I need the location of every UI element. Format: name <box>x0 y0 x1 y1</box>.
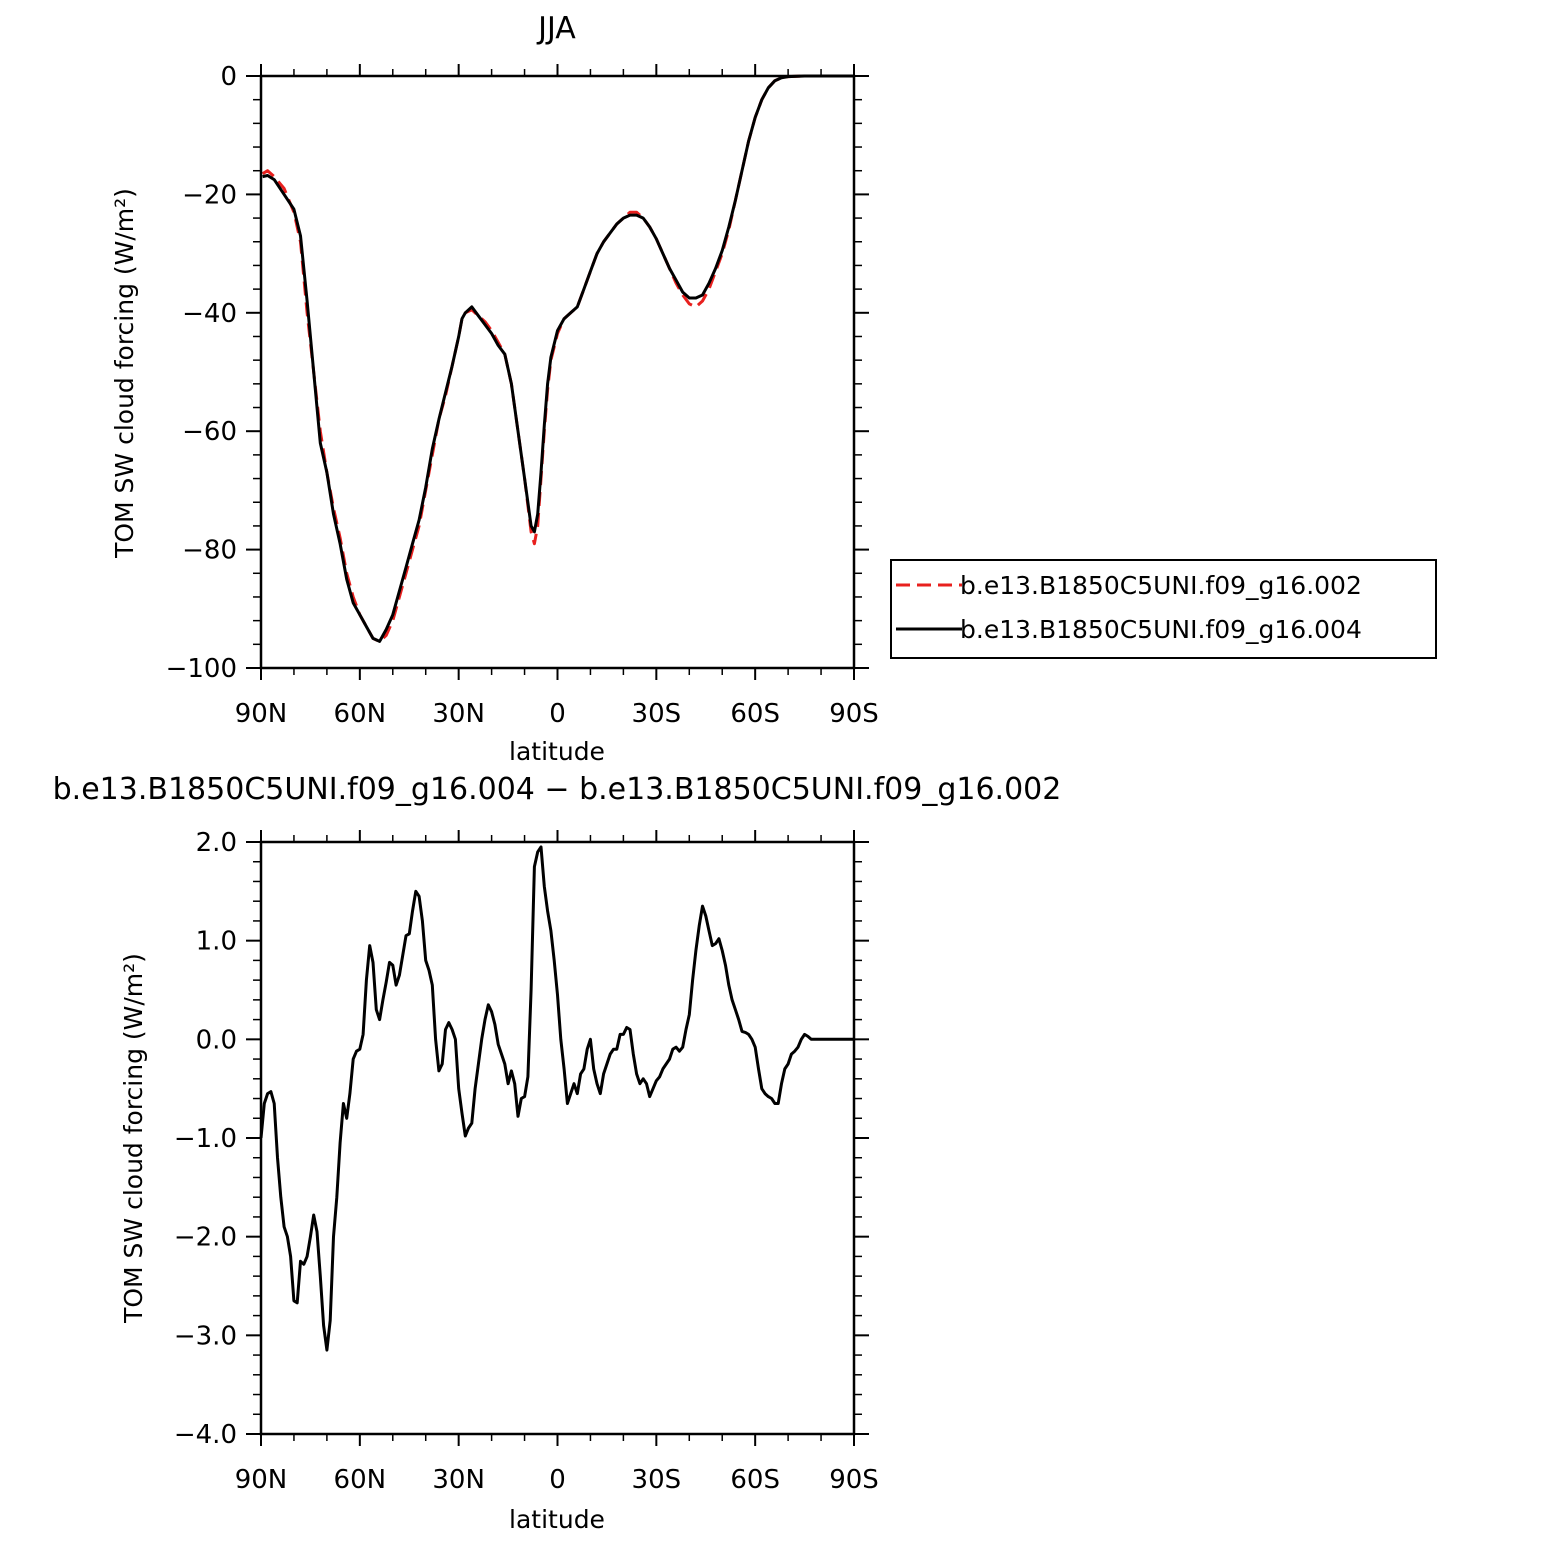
top-chart-lines <box>261 74 854 643</box>
legend-label-002: b.e13.B1850C5UNI.f09_g16.002 <box>960 571 1362 600</box>
y-tick-label: −3.0 <box>174 1321 237 1351</box>
x-tick-label: 90N <box>235 699 288 729</box>
top-chart-x-axis-label: latitude <box>509 737 605 766</box>
x-tick-label: 60S <box>730 1465 780 1495</box>
x-tick-label: 30S <box>632 1465 682 1495</box>
top-chart-y-axis-label: TOM SW cloud forcing (W/m²) <box>110 188 139 559</box>
x-tick-label: 60S <box>730 699 780 729</box>
legend-box <box>890 559 1437 659</box>
y-tick-label: −20 <box>182 180 237 210</box>
y-tick-label: −100 <box>166 654 237 684</box>
top-chart-title: JJA <box>536 11 576 46</box>
x-tick-label: 0 <box>549 699 566 729</box>
y-tick-label: 0.0 <box>196 1025 237 1055</box>
bottom-chart-x-axis-label: latitude <box>509 1505 605 1534</box>
bottom-chart-title: b.e13.B1850C5UNI.f09_g16.004 − b.e13.B18… <box>53 772 1062 807</box>
y-tick-label: −1.0 <box>174 1124 237 1154</box>
x-tick-label: 30N <box>432 1465 485 1495</box>
series-line-0 <box>261 74 854 643</box>
y-tick-label: 1.0 <box>196 927 237 957</box>
top-chart-ticks: 90N 60N 30N 0 30S 60S 90S 0 −20 −40 −60 −80 −100 <box>166 62 879 729</box>
y-tick-label: −40 <box>182 299 237 329</box>
bottom-chart-y-axis-label: TOM SW cloud forcing (W/m²) <box>119 953 148 1324</box>
x-tick-label: 60N <box>334 1465 387 1495</box>
top-chart: JJA TOM SW cloud forcing (W/m²) latitude… <box>110 11 1437 766</box>
bottom-chart-frame <box>259 840 856 1436</box>
bottom-chart-lines <box>259 845 854 1352</box>
series-line-0 <box>259 845 854 1352</box>
y-tick-label: −4.0 <box>174 1420 237 1450</box>
bottom-chart: b.e13.B1850C5UNI.f09_g16.004 − b.e13.B18… <box>53 772 1062 1534</box>
legend-label-004: b.e13.B1850C5UNI.f09_g16.004 <box>960 615 1362 644</box>
top-chart-frame <box>259 74 856 670</box>
x-tick-label: 30N <box>432 699 485 729</box>
x-tick-label: 30S <box>632 699 682 729</box>
y-tick-label: −60 <box>182 417 237 447</box>
y-tick-label: −2.0 <box>174 1223 237 1253</box>
y-tick-label: 2.0 <box>196 828 237 858</box>
x-tick-label: 90S <box>829 699 879 729</box>
series-line-1 <box>262 74 854 643</box>
y-tick-label: −80 <box>182 536 237 566</box>
bottom-chart-ticks: 90N 60N 30N 0 30S 60S 90S 2.0 1.0 0.0 −1.0 −2.0 −3.0… <box>174 828 879 1495</box>
x-tick-label: 90S <box>829 1465 879 1495</box>
y-tick-label: 0 <box>220 62 237 92</box>
x-tick-label: 60N <box>334 699 387 729</box>
x-tick-label: 90N <box>235 1465 288 1495</box>
x-tick-label: 0 <box>549 1465 566 1495</box>
legend: b.e13.B1850C5UNI.f09_g16.002 b.e13.B1850… <box>890 559 1437 659</box>
